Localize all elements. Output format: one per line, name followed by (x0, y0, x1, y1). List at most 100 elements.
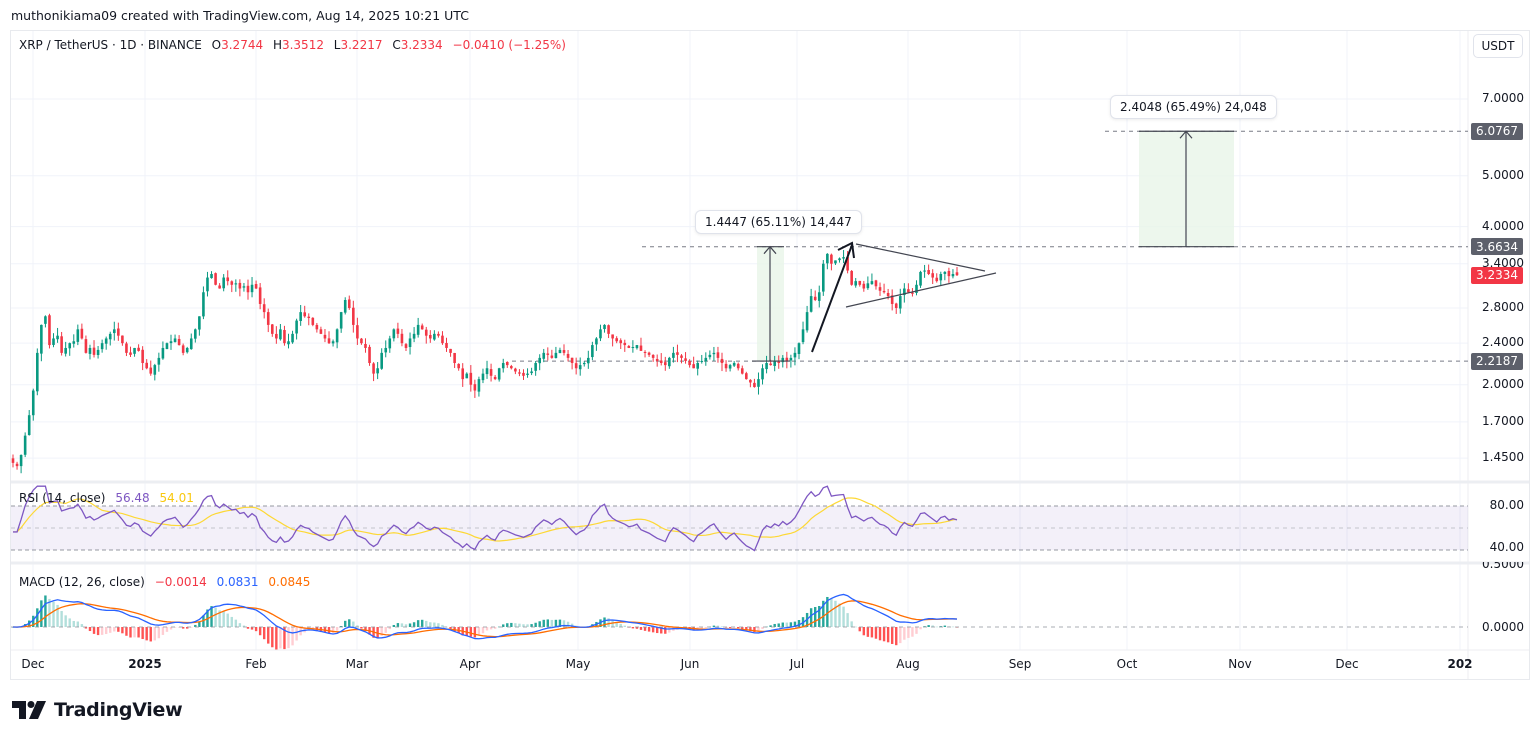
candle-body (331, 341, 335, 344)
macd-histogram-bar (854, 626, 857, 628)
macd-histogram-bar (437, 623, 440, 627)
measure-label-2[interactable]: 2.4048 (65.49%) 24,048 (1110, 95, 1277, 119)
candle-body (708, 354, 712, 358)
candle-body (647, 352, 651, 355)
candle-body (133, 347, 136, 354)
candle-body (226, 277, 230, 282)
candle-body (481, 373, 485, 381)
candle-body (169, 341, 173, 344)
macd-histogram-bar (485, 627, 489, 631)
macd-histogram-bar (518, 623, 521, 627)
measure-label-1[interactable]: 1.4447 (65.11%) 14,447 (695, 210, 862, 234)
macd-histogram-bar (287, 627, 290, 649)
macd-histogram-bar (275, 627, 278, 650)
candle-body (56, 335, 59, 340)
candle-body (368, 346, 371, 364)
macd-histogram-bar (133, 627, 136, 638)
macd-histogram-bar (68, 618, 71, 627)
symbol-title[interactable]: XRP / TetherUS · 1D · BINANCE (19, 38, 202, 52)
candle-body (27, 415, 31, 436)
candle-body (311, 317, 315, 325)
macd-histogram-bar (360, 627, 363, 629)
candle-body (408, 338, 412, 348)
macd-title[interactable]: MACD (12, 26, close) (19, 575, 145, 589)
price-axis-label: 7.0000 (1482, 91, 1524, 105)
candle-body (919, 271, 922, 286)
candle-body (882, 290, 886, 293)
macd-histogram-bar (72, 620, 75, 627)
candle-body (684, 358, 687, 361)
macd-histogram-bar (866, 627, 870, 637)
candle-body (696, 363, 700, 369)
macd-histogram-bar (84, 627, 88, 629)
macd-histogram-bar (712, 625, 716, 627)
macd-histogram-bar (477, 627, 481, 636)
level-price-tag: 3.6634 (1471, 238, 1523, 256)
macd-histogram-bar (668, 627, 671, 633)
candle-body (890, 295, 894, 304)
candle-body (753, 382, 756, 388)
candle-body (894, 303, 898, 309)
macd-histogram-value: −0.0014 (154, 575, 207, 589)
macd-histogram-bar (441, 624, 444, 627)
macd-histogram-bar (862, 627, 866, 636)
candle-body (639, 345, 643, 351)
macd-histogram-bar (145, 627, 148, 641)
candle-body (352, 307, 355, 325)
measure-arrow-1-head (763, 245, 777, 255)
price-axis-label: 5.0000 (1482, 167, 1524, 182)
candle-body (903, 288, 906, 296)
candle-body (181, 345, 185, 353)
macd-histogram-bar (546, 619, 549, 627)
candle-body (777, 361, 781, 364)
macd-histogram-bar (927, 625, 930, 627)
candle-body (222, 277, 225, 289)
flagpole-arrow-icon (811, 244, 853, 353)
macd-histogram-bar (647, 627, 651, 632)
macd-histogram-bar (850, 621, 853, 627)
candle-body (720, 358, 724, 364)
tradingview-logo[interactable]: TradingView (12, 699, 183, 721)
candles (11, 250, 959, 474)
macd-histogram-bar (100, 627, 104, 635)
macd-axis-0: 0.0000 (1482, 620, 1524, 634)
candle-body (582, 363, 586, 365)
candle-body (453, 352, 456, 364)
macd-histogram-bar (635, 627, 639, 629)
time-axis-label: Sep (1008, 657, 1032, 671)
macd-histogram-bar (623, 625, 626, 627)
candle-body (60, 336, 63, 353)
rsi-title[interactable]: RSI (14, close) (19, 491, 106, 505)
candle-body (145, 362, 148, 369)
candle-body (732, 363, 736, 366)
candle-body (275, 333, 278, 339)
time-axis-label: Apr (459, 657, 481, 671)
candle-body (854, 281, 858, 286)
candle-body (505, 362, 509, 366)
candle-body (72, 341, 76, 344)
ohlc-change: −0.0410 (−1.25%) (452, 38, 566, 52)
macd-histogram-bar (352, 621, 355, 627)
candle-body (270, 324, 274, 334)
macd-histogram-bar (384, 627, 387, 633)
candle-body (870, 281, 874, 285)
candle-body (356, 325, 359, 339)
macd-histogram-bar (809, 608, 813, 627)
macd-histogram-bar (283, 627, 286, 650)
macd-histogram-bar (502, 624, 505, 627)
macd-histogram-bar (421, 619, 424, 627)
candle-body (157, 357, 161, 365)
currency-button[interactable]: USDT (1473, 34, 1523, 58)
macd-histogram-bar (700, 627, 703, 630)
macd-histogram-bar (92, 627, 96, 634)
candle-body (283, 330, 286, 344)
candle-body (291, 333, 294, 343)
macd-signal-value: 0.0845 (268, 575, 311, 589)
macd-histogram-bar (745, 627, 748, 631)
candle-body (554, 352, 558, 358)
macd-histogram-bar (335, 627, 339, 631)
candle-body (84, 339, 88, 353)
candle-body (137, 347, 140, 351)
macd-histogram-bar (526, 624, 529, 627)
